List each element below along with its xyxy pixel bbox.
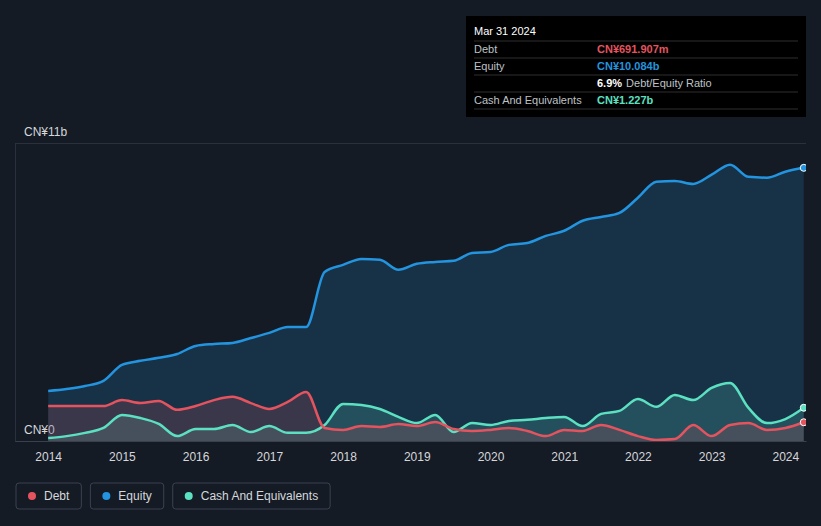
area <box>48 383 804 441</box>
legend-swatch <box>102 492 110 500</box>
x-tick-label: 2023 <box>699 450 726 464</box>
x-tick-label: 2024 <box>773 450 800 464</box>
grid-line <box>15 441 806 442</box>
x-tick-label: 2022 <box>625 450 652 464</box>
tooltip-label: Cash And Equivalents <box>474 94 582 106</box>
area <box>48 165 804 441</box>
tooltip-label: Debt/Equity Ratio <box>626 77 712 89</box>
legend-label: Cash And Equivalents <box>201 489 318 503</box>
line <box>48 165 804 391</box>
tooltip-value: CN¥10.084b <box>597 60 660 72</box>
x-tick-label: 2016 <box>183 450 210 464</box>
y-axis-line <box>15 144 16 442</box>
x-tick: 2015 <box>109 441 136 464</box>
tooltip-separator <box>474 41 798 42</box>
tooltip-value: 6.9% <box>597 77 622 89</box>
x-tick-label: 2015 <box>109 450 136 464</box>
legend-swatch <box>28 492 36 500</box>
grid-line <box>15 143 806 144</box>
x-tick: 2019 <box>404 441 431 464</box>
x-tick-label: 2014 <box>35 450 62 464</box>
tooltip-title: Mar 31 2024 <box>474 25 536 37</box>
x-tick-label: 2017 <box>256 450 283 464</box>
legend-item: Equity <box>90 483 163 509</box>
legend-label: Debt <box>44 489 70 503</box>
legend-box <box>173 483 330 509</box>
x-tick: 2016 <box>183 441 210 464</box>
tooltip-value: CN¥1.227b <box>597 94 654 106</box>
x-tick: 2023 <box>699 441 726 464</box>
x-axis-line <box>16 441 807 442</box>
chart-container: CN¥0CN¥11b201420152016201720182019202020… <box>0 0 821 526</box>
end-marker <box>800 164 806 171</box>
tooltip-separator <box>474 109 798 110</box>
plot-area <box>48 164 806 441</box>
legend-box <box>16 483 81 509</box>
x-tick: 2021 <box>551 441 578 464</box>
x-tick: 2024 <box>773 441 800 464</box>
x-tick: 2018 <box>330 441 357 464</box>
line <box>48 392 804 440</box>
tooltip-label: Equity <box>474 60 505 72</box>
y-tick-label: CN¥11b <box>24 125 67 139</box>
legend-item: Cash And Equivalents <box>173 483 330 509</box>
x-axis: 2014 2015 2016 2017 2018 2019 2020 2021 2022 2023… <box>16 441 807 464</box>
legend-label: Equity <box>118 489 151 503</box>
chart-svg: CN¥0CN¥11b201420152016201720182019202020… <box>0 0 821 526</box>
background <box>0 0 821 526</box>
x-tick-label: 2020 <box>478 450 505 464</box>
y-axis: CN¥0CN¥11b <box>15 125 806 441</box>
end-marker <box>800 419 806 426</box>
x-tick-label: 2018 <box>330 450 357 464</box>
legend-box <box>90 483 163 509</box>
tooltip-label: Debt <box>474 43 497 55</box>
tooltip-separator <box>474 92 798 93</box>
legend-swatch <box>185 492 193 500</box>
end-marker <box>800 404 806 411</box>
x-tick-label: 2019 <box>404 450 431 464</box>
x-tick-label: 2021 <box>551 450 578 464</box>
legend-item: Debt <box>16 483 81 509</box>
x-tick: 2017 <box>256 441 283 464</box>
legend: Debt Equity Cash And Equivalents <box>16 483 330 509</box>
x-tick: 2022 <box>625 441 652 464</box>
x-tick: 2014 <box>35 441 62 464</box>
tooltip-value: CN¥691.907m <box>597 43 669 55</box>
x-tick: 2020 <box>478 441 505 464</box>
line <box>48 383 804 438</box>
y-tick: CN¥11b <box>15 125 806 143</box>
tooltip-bg <box>466 16 806 117</box>
tooltip-separator <box>474 75 798 76</box>
tooltip-separator <box>474 58 798 59</box>
tooltip: Mar 31 2024 Debt CN¥691.907m Equity CN¥10.08… <box>466 16 806 117</box>
